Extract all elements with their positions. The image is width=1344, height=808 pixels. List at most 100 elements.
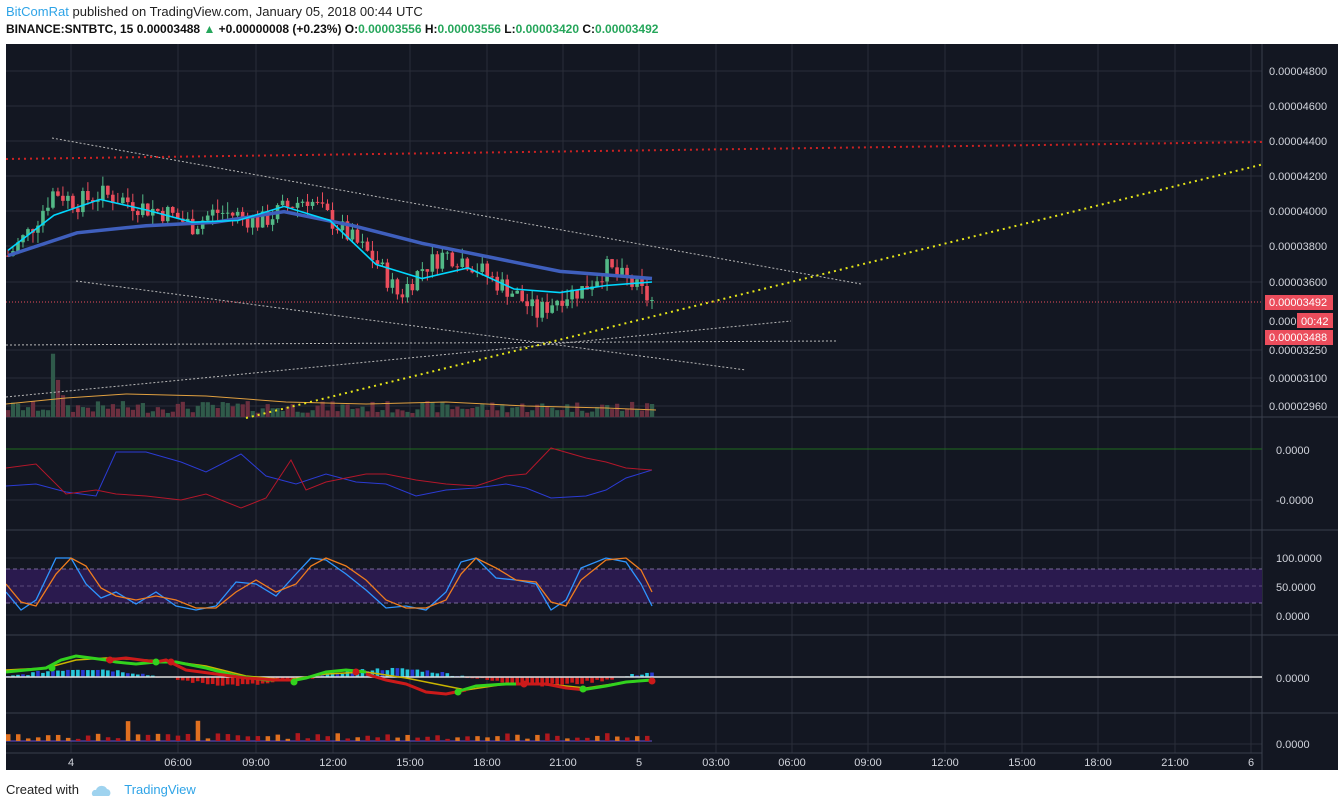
bottom-hist-bar [315,734,321,741]
indicator-1-tick-0: 100.0000 [1276,553,1322,565]
volume-bar [400,410,405,417]
candle-body [205,215,210,221]
macd-hist-bar [230,677,235,685]
up-arrow-icon: ▲ [203,22,216,36]
volume-bar [530,410,535,417]
macd-hist-bar [390,667,395,677]
volume-bar [360,406,365,417]
bottom-hist-bar [115,738,121,741]
volume-bar [245,401,250,417]
author-link[interactable]: BitComRat [6,4,69,19]
time-tick-11: 12:00 [931,757,959,769]
candle-body [86,191,90,201]
macd-hist-bar [375,668,380,677]
bottom-hist-bar [35,737,41,741]
bottom-hist-bar [535,734,540,741]
time-tick-3: 12:00 [319,757,347,769]
volume-bar [500,404,505,417]
volume-bar [215,408,220,417]
volume-bar [370,401,375,417]
bottom-hist-bar [485,737,490,741]
macd-hist-bar [131,673,135,677]
macd-hist-bar [505,677,510,684]
macd-hist-bar [86,670,90,677]
volume-bar [205,402,210,417]
macd-hist-bar [36,670,40,677]
volume-bar [455,406,460,417]
macd-hist-bar [215,677,220,686]
candle-body [535,299,539,318]
macd-hist-bar [210,677,215,684]
volume-bar [80,407,86,417]
macd-line-green-3 [580,678,653,692]
bottom-hist-bar [265,736,271,741]
candle-body [370,250,375,261]
volume-bar [185,408,190,417]
volume-bar [540,403,545,417]
volume-bar [305,412,310,417]
macd-hist-bar [540,677,544,687]
macd-hist-bar [525,677,529,685]
candle-body [550,305,554,313]
high-label: H: [424,22,438,36]
macd-hist-bar [46,671,50,677]
candle-body [405,283,410,298]
candle-body [280,200,285,206]
chart-canvas[interactable]: 0.00004800 0.00004600 0.00004400 0.00004200… [6,44,1338,770]
volume-bar [115,408,121,417]
candle-body [500,279,505,291]
bottom-hist-bar [225,734,231,741]
bottom-hist-bar [335,733,340,741]
candle-body [155,208,160,211]
chart-svg[interactable]: 0.00004800 0.00004600 0.00004400 0.00004200… [6,44,1338,770]
time-tick-15: 6 [1248,757,1254,769]
bottom-hist-bar [525,738,530,741]
indicator-1-tick-1: 50.0000 [1276,582,1316,594]
close-price-tag: 0.00003492 [1269,297,1327,309]
candle-body [210,209,215,216]
macd-line-red-3 [516,682,587,692]
volume-bar [50,353,56,417]
volume-bar [265,404,270,417]
volume-bar [100,405,106,417]
tradingview-link[interactable]: TradingView [124,782,196,797]
volume-bar [145,412,150,417]
macd-hist-bar [395,668,400,677]
candle-body [270,219,275,225]
bottom-hist-bar [85,735,91,741]
indicator-0-tick-1: -0.0000 [1276,495,1313,507]
candle-body [145,203,150,216]
volume-bar [150,411,155,417]
bottom-hist-bar [595,735,600,741]
bottom-hist-bar [15,734,21,741]
bottom-hist-bar [475,736,480,741]
indicator-2-tick-0: 0.0000 [1276,673,1310,685]
macd-hist-bar [630,673,634,677]
candle-body [135,211,140,216]
macd-hist-bar [51,670,55,677]
trend-lines [6,137,1265,419]
volume-bar [225,403,230,417]
volume-bar [415,409,420,417]
volume-bar [30,401,36,417]
volume-bar [260,408,265,417]
macd-hist-bar [21,674,25,677]
macd-hist-bar [425,670,430,677]
macd-hist-bar [220,677,225,686]
candlesticks [6,176,654,328]
macd-hist-bar [420,671,425,677]
macd-hist-bar [475,677,480,679]
bottom-hist-bar [55,734,61,741]
price-tick-1: 0.00004600 [1269,101,1327,113]
bottom-hist-bar [585,737,590,741]
macd-hist-bar [145,675,150,677]
candle-body [300,201,305,203]
candle-body [385,262,390,288]
time-tick-13: 18:00 [1084,757,1112,769]
open-value: 0.00003556 [358,22,422,36]
bottom-hist-bar [325,736,331,741]
bottom-hist-bar [125,721,131,741]
macd-hist-bar [71,669,75,677]
macd-hist-bar [225,677,230,685]
macd-hist-bar [445,673,450,677]
